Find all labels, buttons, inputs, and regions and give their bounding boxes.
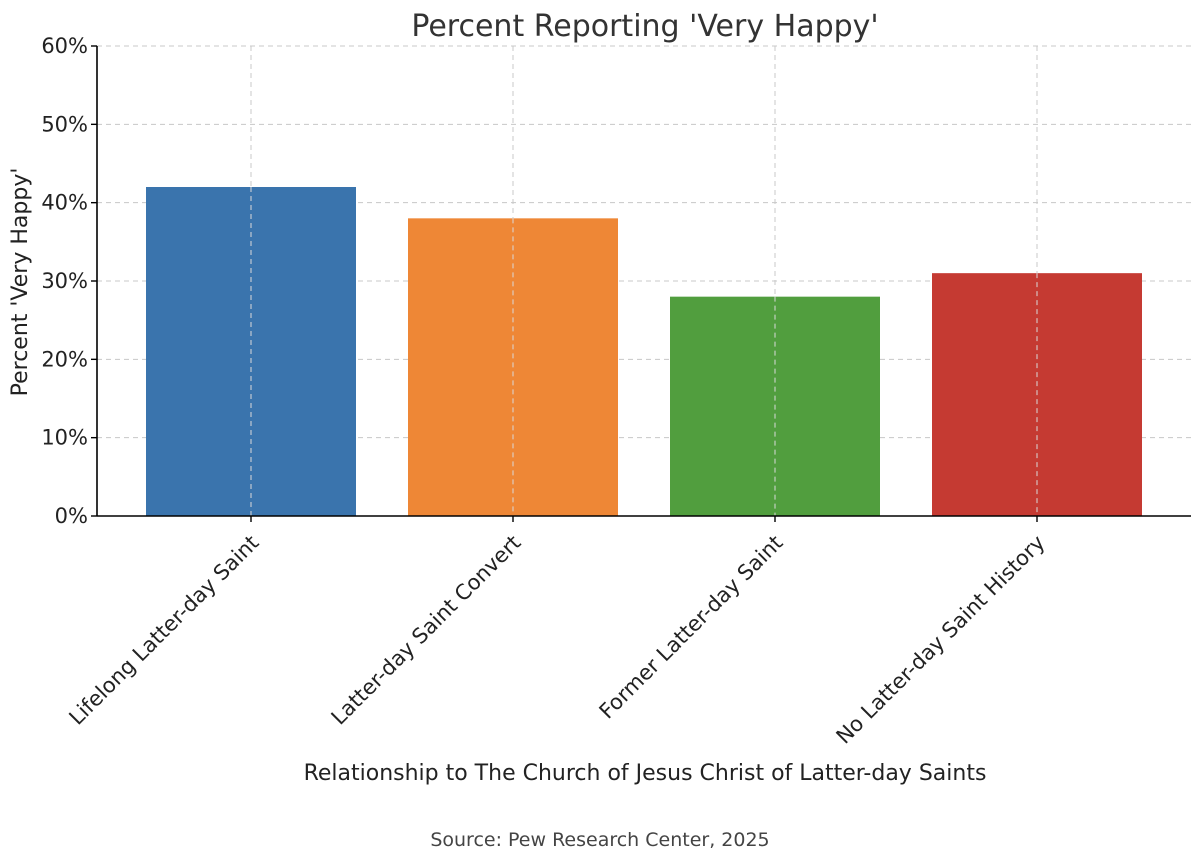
y-axis-label: Percent 'Very Happy' bbox=[8, 168, 33, 397]
y-tick-label-2: 20% bbox=[41, 347, 88, 371]
y-tick-label-0: 0% bbox=[55, 504, 88, 528]
x-axis-label: Relationship to The Church of Jesus Chri… bbox=[304, 761, 987, 786]
source-note: Source: Pew Research Center, 2025 bbox=[430, 829, 769, 851]
y-tick-label-3: 30% bbox=[41, 269, 88, 293]
bars bbox=[146, 187, 1142, 517]
x-category-label-2: Former Latter-day Saint bbox=[595, 531, 788, 724]
x-category-label-1: Latter-day Saint Convert bbox=[327, 531, 526, 730]
x-category-label-0: Lifelong Latter-day Saint bbox=[64, 531, 263, 730]
y-tick-label-4: 40% bbox=[41, 191, 88, 215]
y-tick-label-6: 60% bbox=[41, 34, 88, 58]
x-category-label-3: No Latter-day Saint History bbox=[832, 531, 1050, 749]
y-tick-label-5: 50% bbox=[41, 112, 88, 136]
y-tick-label-1: 10% bbox=[41, 426, 88, 450]
chart-title: Percent Reporting 'Very Happy' bbox=[411, 9, 878, 44]
